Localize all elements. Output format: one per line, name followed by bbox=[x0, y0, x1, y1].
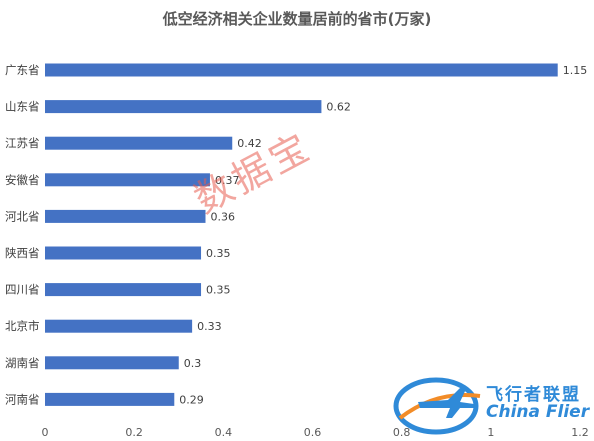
category-label: 四川省 bbox=[5, 283, 40, 297]
bar-3 bbox=[45, 136, 233, 150]
logo-name-cn: 飞行者联盟 bbox=[486, 385, 581, 405]
bar-1 bbox=[45, 63, 558, 77]
x-axis-ticks: 0 0.2 0.4 0.6 0.8 1 1.2 bbox=[42, 426, 589, 439]
value-label: 0.29 bbox=[179, 393, 204, 406]
category-label: 广东省 bbox=[5, 63, 40, 77]
bar-8 bbox=[45, 319, 193, 333]
x-tick-label: 1.2 bbox=[571, 426, 589, 439]
category-label: 安徽省 bbox=[5, 173, 40, 187]
x-tick-label: 0.8 bbox=[393, 426, 411, 439]
value-label: 0.35 bbox=[206, 247, 231, 260]
x-tick-label: 0.4 bbox=[215, 426, 233, 439]
x-tick-label: 0.6 bbox=[304, 426, 322, 439]
bar-6 bbox=[45, 246, 202, 260]
category-label: 山东省 bbox=[5, 100, 40, 114]
value-label: 0.33 bbox=[197, 320, 222, 333]
value-label: 0.36 bbox=[211, 210, 236, 223]
bar-9 bbox=[45, 356, 179, 370]
x-tick-label: 0 bbox=[42, 426, 49, 439]
value-label: 0.35 bbox=[206, 284, 231, 297]
x-tick-label: 1 bbox=[487, 426, 494, 439]
logo-name-en: China Flier bbox=[486, 402, 590, 422]
airplane-globe-icon bbox=[393, 377, 481, 435]
category-label: 江苏省 bbox=[5, 136, 40, 150]
value-labels: 1.15 0.62 0.42 0.37 0.36 0.35 0.35 0.33 0.3 0.29 bbox=[179, 64, 587, 406]
category-label: 湖南省 bbox=[5, 356, 40, 370]
value-label: 1.15 bbox=[563, 64, 588, 77]
bar-5 bbox=[45, 209, 206, 223]
chart-title: 低空经济相关企业数量居前的省市(万家) bbox=[162, 10, 432, 28]
category-label: 北京市 bbox=[5, 319, 40, 333]
value-label: 0.62 bbox=[326, 101, 351, 114]
value-label: 0.3 bbox=[184, 357, 202, 370]
category-label: 河北省 bbox=[5, 209, 40, 223]
category-label: 陕西省 bbox=[5, 246, 40, 260]
x-tick-label: 0.2 bbox=[125, 426, 143, 439]
value-label: 0.37 bbox=[215, 174, 240, 187]
bar-2 bbox=[45, 100, 322, 114]
china-flier-logo: 飞行者联盟 China Flier bbox=[390, 362, 590, 438]
category-label: 河南省 bbox=[5, 392, 40, 406]
bar-10 bbox=[45, 392, 175, 406]
bar-7 bbox=[45, 283, 202, 297]
value-label: 0.42 bbox=[237, 137, 262, 150]
bar-group bbox=[45, 63, 558, 406]
bar-4 bbox=[45, 173, 210, 187]
